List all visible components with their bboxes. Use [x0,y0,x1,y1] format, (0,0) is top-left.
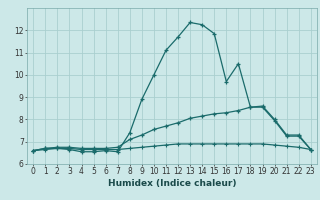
X-axis label: Humidex (Indice chaleur): Humidex (Indice chaleur) [108,179,236,188]
